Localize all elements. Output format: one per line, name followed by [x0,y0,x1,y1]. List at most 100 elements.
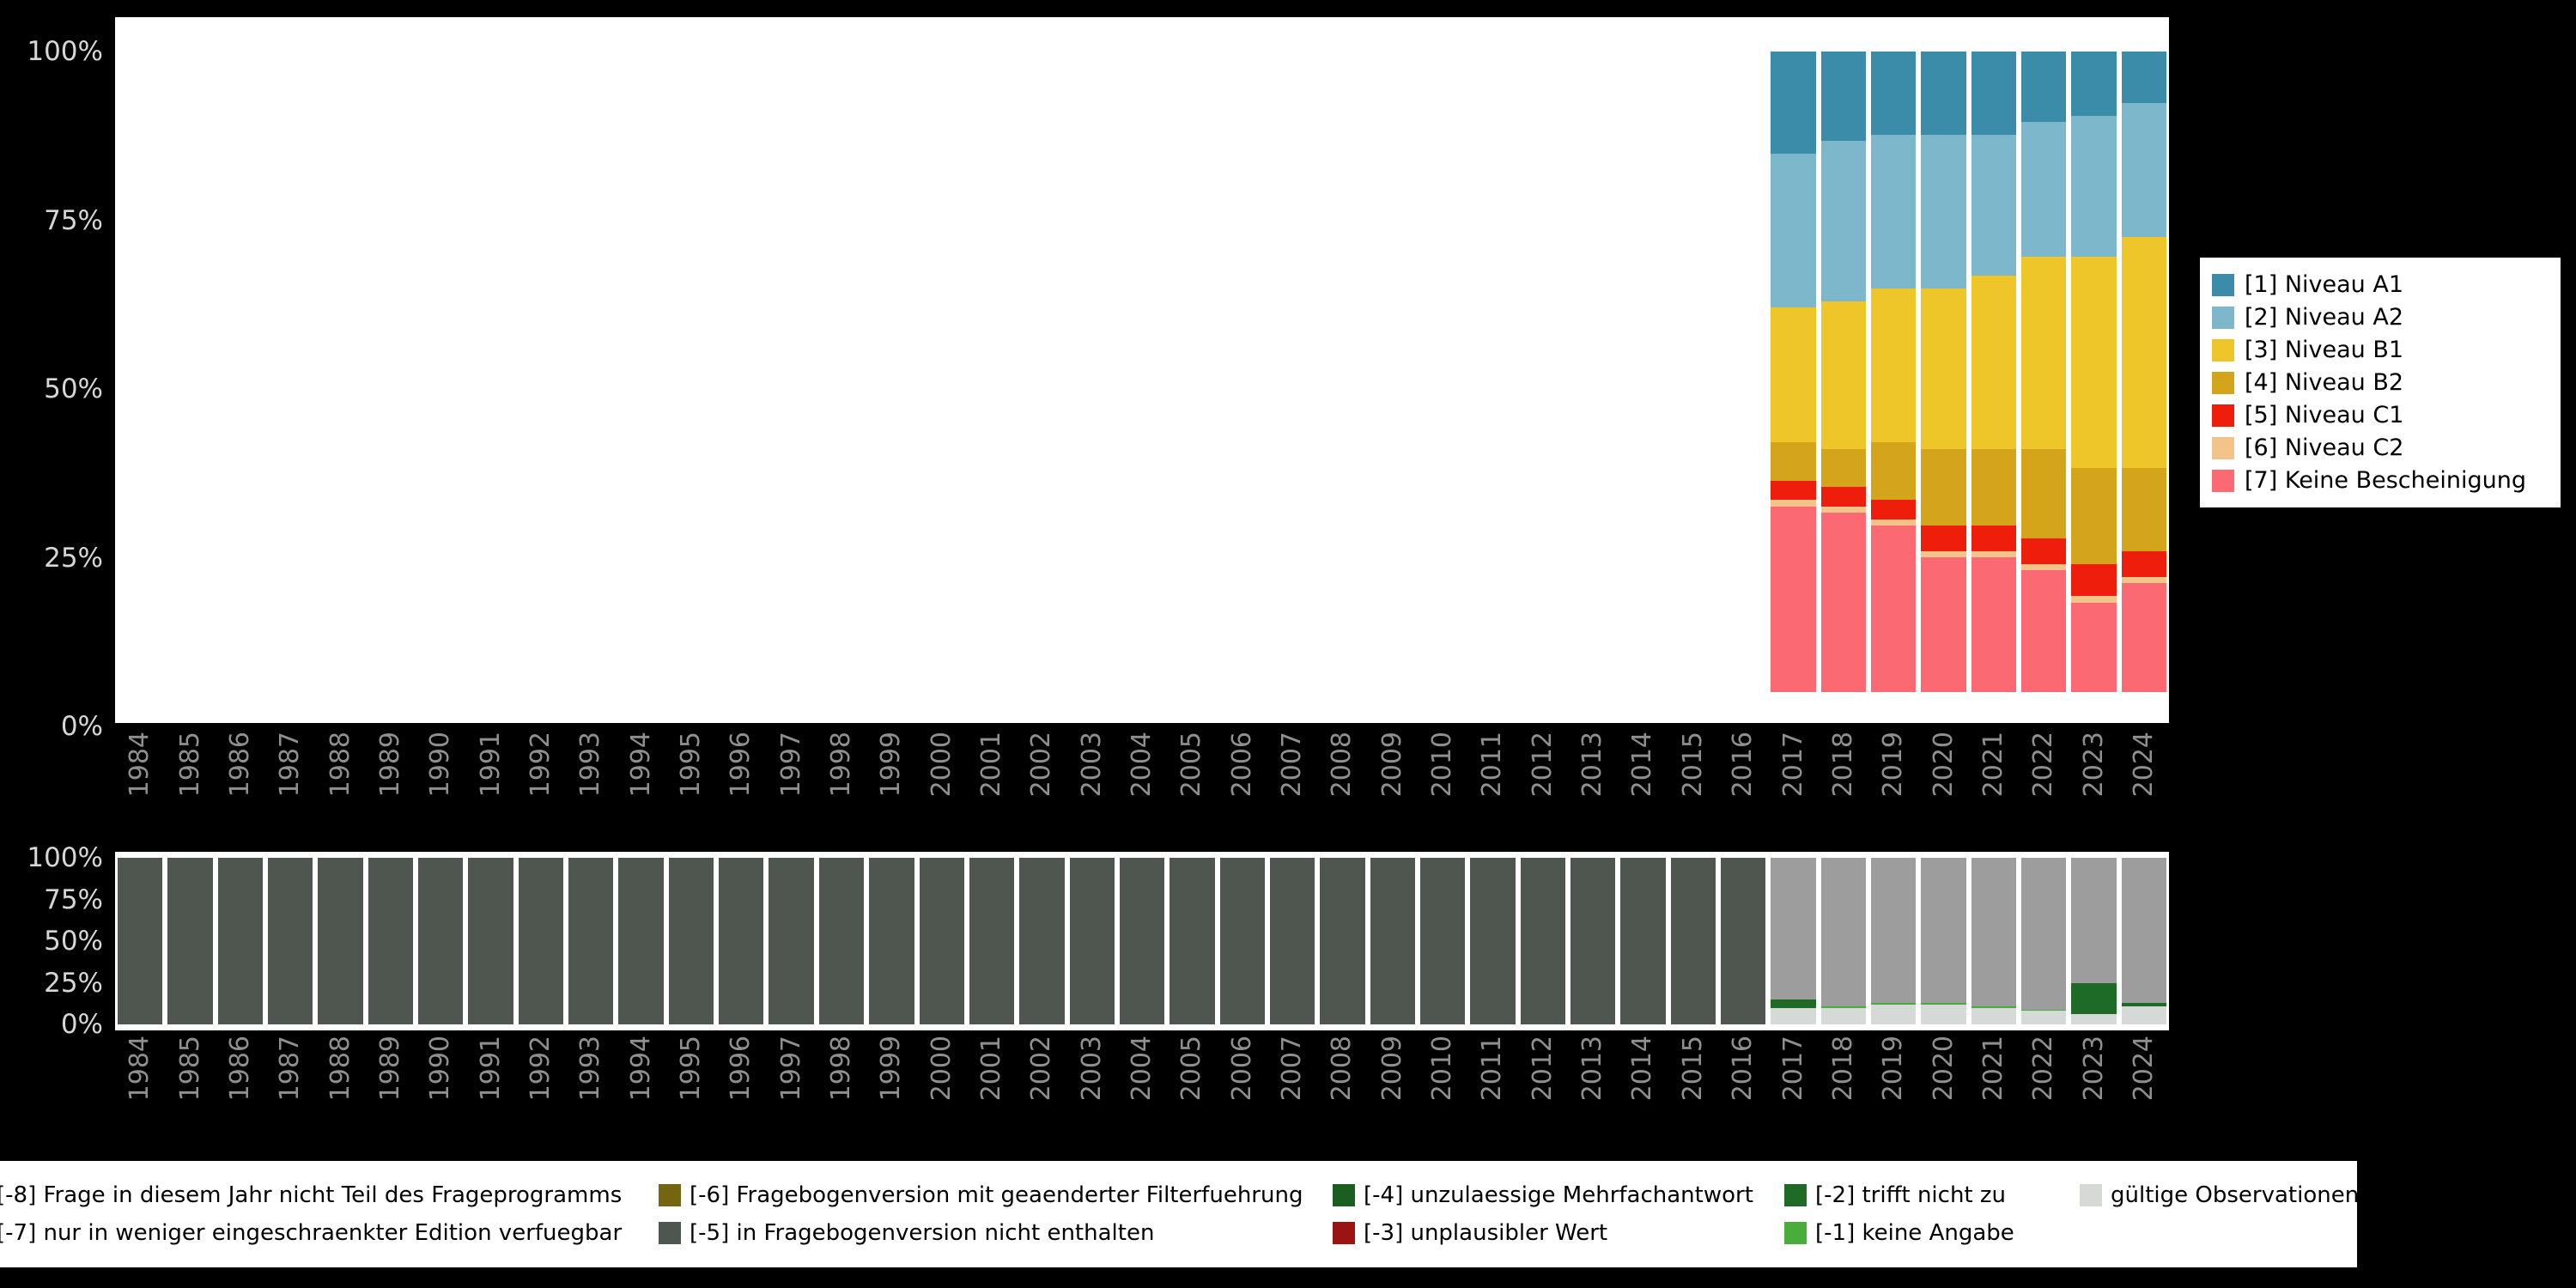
bar-segment-valid [2021,1011,2067,1024]
stacked-bar [919,858,964,1024]
stacked-bar [1921,858,1966,1024]
x-tick-2001: 2001 [976,1036,1007,1102]
x-tick-1993: 1993 [575,1036,606,1102]
missings-bar-1995 [666,858,716,1024]
missings-bar-1984 [115,858,165,1024]
bar-segment-m5 [1419,858,1466,1024]
x-tick-2011: 2011 [1477,1036,1508,1102]
missings-bar-2023 [2069,858,2118,1024]
legend-swatch-m2 [1784,1184,1807,1206]
bar-segment-b1 [1871,289,1917,443]
x-tick-1997: 1997 [775,732,806,798]
bar-segment-none [1921,557,1966,692]
levels-bar-2021 [1969,52,2019,692]
bar-segment-m7 [2021,858,2067,1010]
levels-bar-2017 [1768,52,1818,692]
legend-label: [-1] keine Angabe [1815,1220,2014,1246]
x-tick-1992: 1992 [525,732,556,798]
x-tick-2010: 2010 [1427,1036,1458,1102]
stacked-bar [1069,858,1115,1024]
stacked-bar [1019,858,1065,1024]
stacked-bar [1971,858,2017,1024]
stacked-bar [1871,52,1917,692]
bar-segment-c1 [1820,487,1867,507]
levels-bar-2024 [2119,52,2169,692]
bar-segment-c2 [2121,576,2167,584]
legend-item-b1: [3] Niveau B1 [2212,337,2549,363]
missings-bar-2003 [1067,858,1117,1024]
levels-bar-1994 [616,52,665,692]
missings-bar-2002 [1017,858,1066,1024]
bar-segment-a1 [1871,52,1917,136]
legend-swatch-m4 [1333,1184,1355,1206]
bar-segment-none [1820,513,1867,692]
bar-segment-b2 [1921,448,1966,526]
stacked-bar [1419,858,1466,1024]
bar-segment-b2 [2121,467,2167,551]
legend-label: [-8] Frage in diesem Jahr nicht Teil des… [0,1182,623,1208]
missings-bar-1993 [566,858,616,1024]
bar-segment-m7 [1921,858,1966,1003]
legend-swatch-m6 [659,1184,681,1206]
stacked-bar [1119,858,1165,1024]
bar-segment-m5 [518,858,564,1024]
levels-bar-2010 [1418,52,1467,692]
levels-bar-1984 [115,52,165,692]
legend-label: [-5] in Fragebogenversion nicht enthalte… [690,1220,1155,1246]
missings-bar-2011 [1467,858,1517,1024]
legend-label: [-4] unzulaessige Mehrfachantwort [1364,1182,1753,1208]
bar-segment-m5 [217,858,264,1024]
bar-segment-m5 [1219,858,1265,1024]
levels-bar-1992 [516,52,566,692]
bar-segment-c2 [2021,563,2067,571]
x-tick-2006: 2006 [1226,1036,1257,1102]
bar-segment-m5 [869,858,914,1024]
stacked-bar [1971,52,2017,692]
legend-swatch-a1 [2212,273,2234,296]
missings-bar-2024 [2119,858,2169,1024]
x-tick-1985: 1985 [174,1036,205,1102]
legend-swatch-m5 [659,1222,681,1244]
x-tick-2001: 2001 [976,732,1007,798]
legend-item-b2: [4] Niveau B2 [2212,369,2549,396]
bar-segment-a1 [1771,52,1816,155]
legend-item-m3: [-3] unplausibler Wert [1333,1220,1784,1246]
bar-segment-c2 [1871,519,1917,526]
bar-segment-m5 [919,858,964,1024]
legend-item-m1: [-1] keine Angabe [1784,1220,2080,1246]
missings-bar-1986 [216,858,265,1024]
stacked-bar [1871,858,1917,1024]
legend-label: [7] Keine Bescheinigung [2245,467,2526,494]
missings-bar-2021 [1969,858,2019,1024]
legend-label: [3] Niveau B1 [2245,337,2404,363]
x-tick-1993: 1993 [575,732,606,798]
levels-bar-2013 [1568,52,1618,692]
missings-bar-1990 [416,858,465,1024]
bar-segment-valid [1871,1004,1917,1024]
bar-segment-m5 [769,858,814,1024]
x-tick-2015: 2015 [1677,1036,1708,1102]
bar-segment-m5 [1470,858,1516,1024]
bar-segment-b1 [2021,256,2067,449]
missings-bar-2009 [1368,858,1418,1024]
x-tick-2020: 2020 [1928,732,1959,798]
stacked-bar [719,858,764,1024]
x-tick-1988: 1988 [325,732,355,798]
x-tick-2007: 2007 [1277,1036,1308,1102]
bar-segment-m5 [167,858,213,1024]
x-tick-1990: 1990 [425,732,456,798]
bar-segment-b1 [2121,237,2167,468]
missings-bar-1992 [516,858,566,1024]
x-tick-1998: 1998 [825,1036,856,1102]
x-tick-1991: 1991 [475,732,506,798]
levels-bar-2009 [1368,52,1418,692]
bar-segment-a2 [1820,141,1867,301]
x-tick-2021: 2021 [1978,1036,2008,1102]
levels-bar-2020 [1918,52,1968,692]
stacked-bar [1820,52,1867,692]
x-tick-1995: 1995 [675,1036,706,1102]
bar-segment-m5 [719,858,764,1024]
levels-bar-2008 [1317,52,1367,692]
levels-xlabels: 1984 1985 1986 1987 1988 1989 1990 1991 1992 1993… [115,732,2169,836]
x-tick-1991: 1991 [475,1036,506,1102]
